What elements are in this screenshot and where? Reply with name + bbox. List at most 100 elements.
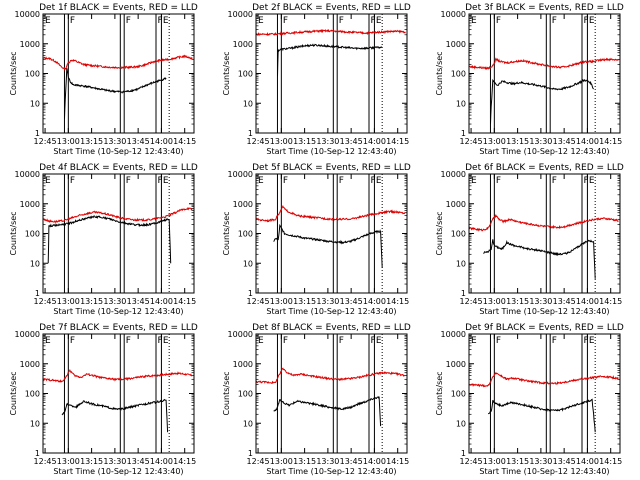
series-line-events [61, 398, 169, 433]
plot-frame [42, 173, 195, 294]
x-tick-label: 13:00 [270, 457, 293, 466]
time-markers [63, 14, 170, 133]
y-tick-label: 1 [461, 449, 466, 458]
x-tick-label: 12:45 [460, 297, 483, 306]
plot-frame [42, 13, 195, 134]
x-tick-label: 13:15 [506, 137, 529, 146]
y-tick-label: 10 [243, 419, 253, 428]
marker-flag-label: E [376, 176, 382, 186]
plot-frame [468, 333, 621, 454]
x-tick-label: 12:45 [34, 297, 57, 306]
marker-flag-label: E [589, 336, 595, 346]
data-series [256, 204, 406, 268]
y-tick-label: 1 [248, 129, 253, 138]
series-line-events [490, 78, 594, 125]
x-tick-label: 13:00 [57, 457, 80, 466]
x-tick-label: 13:30 [529, 137, 552, 146]
y-tick-label: 10000 [15, 10, 40, 19]
y-axis-label: Counts/sec [222, 211, 231, 255]
x-tick-label: 13:45 [127, 297, 150, 306]
x-tick-label: 14:15 [386, 137, 409, 146]
y-tick-label: 1 [35, 449, 40, 458]
y-tick-label: 10 [456, 419, 466, 428]
x-tick-label: 14:00 [576, 457, 599, 466]
marker-flag-label: E [163, 336, 169, 346]
series-line-lld [43, 206, 193, 223]
x-tick-label: 12:45 [247, 297, 270, 306]
plot-frame [42, 333, 195, 454]
marker-flag-label: E [163, 16, 169, 26]
y-axis-label: Counts/sec [222, 371, 231, 415]
x-tick-label: 13:00 [270, 297, 293, 306]
series-line-lld [256, 28, 406, 37]
marker-flag-label: F [496, 16, 501, 26]
y-tick-label: 10000 [228, 170, 253, 179]
y-tick-label: 10000 [228, 10, 253, 19]
x-tick-label: 12:45 [34, 137, 57, 146]
x-tick-label: 14:15 [173, 457, 196, 466]
marker-flag-label: F [157, 16, 162, 26]
x-tick-label: 13:00 [57, 297, 80, 306]
chart-title: Det 2f BLACK = Events, RED = LLD [252, 3, 411, 13]
data-series [469, 213, 619, 279]
y-tick-label: 100 [238, 390, 253, 399]
y-axis-label: Counts/sec [9, 211, 18, 255]
x-axis-label: Start Time (10-Sep-12 12:43:40) [266, 307, 396, 316]
plot-frame [468, 13, 621, 134]
marker-flag-label: F [339, 336, 344, 346]
series-line-lld [256, 367, 406, 385]
x-tick-label: 13:30 [316, 457, 339, 466]
x-tick-label: 14:15 [599, 297, 622, 306]
time-markers [489, 14, 596, 133]
x-axis-label: Start Time (10-Sep-12 12:43:40) [479, 467, 609, 476]
series-line-events [273, 396, 382, 427]
y-tick-label: 100 [451, 390, 466, 399]
x-tick-label: 13:00 [57, 137, 80, 146]
plot-frame [255, 13, 408, 134]
series-line-lld [469, 213, 619, 232]
chart-title: Det 6f BLACK = Events, RED = LLD [465, 163, 624, 173]
x-tick-label: 14:00 [576, 137, 599, 146]
x-tick-label: 13:30 [103, 137, 126, 146]
marker-flag-label: E [258, 16, 264, 26]
chart-panel-1f: Det 1f BLACK = Events, RED = LLD 1 10 100 10… [9, 3, 198, 156]
marker-flag-label: E [258, 176, 264, 186]
marker-flag-label: E [376, 16, 382, 26]
y-axis-label: Counts/sec [9, 51, 18, 95]
marker-flag-label: F [157, 336, 162, 346]
x-tick-label: 14:00 [363, 297, 386, 306]
x-tick-label: 13:15 [506, 297, 529, 306]
y-tick-label: 1000 [446, 40, 466, 49]
x-tick-label: 13:30 [316, 297, 339, 306]
marker-flag-label: F [70, 176, 75, 186]
x-tick-label: 12:45 [247, 137, 270, 146]
chart-panel-7f: Det 7f BLACK = Events, RED = LLD 1 10 100 10… [9, 323, 198, 476]
data-series [256, 367, 406, 427]
series-line-lld [43, 369, 193, 383]
marker-flag-label: F [339, 176, 344, 186]
chart-title: Det 7f BLACK = Events, RED = LLD [39, 323, 198, 333]
y-tick-label: 10 [456, 259, 466, 268]
chart-title: Det 5f BLACK = Events, RED = LLD [252, 163, 411, 173]
y-tick-label: 1000 [446, 360, 466, 369]
x-axis-label: Start Time (10-Sep-12 12:43:40) [266, 147, 396, 156]
series-line-events [483, 239, 596, 279]
marker-flag-label: F [370, 336, 375, 346]
marker-flag-label: F [583, 336, 588, 346]
x-tick-label: 14:00 [150, 137, 173, 146]
y-axis-label: Counts/sec [9, 371, 18, 415]
x-tick-label: 13:30 [529, 457, 552, 466]
x-tick-label: 14:00 [150, 457, 173, 466]
marker-flag-label: F [583, 176, 588, 186]
y-tick-label: 100 [25, 70, 40, 79]
x-tick-label: 14:15 [599, 137, 622, 146]
y-axis-label: Counts/sec [435, 51, 444, 95]
x-tick-label: 14:00 [363, 137, 386, 146]
chart-panel-5f: Det 5f BLACK = Events, RED = LLD 1 10 100 10… [222, 163, 411, 316]
marker-flag-label: F [70, 16, 75, 26]
y-tick-label: 1 [35, 289, 40, 298]
x-axis-label: Start Time (10-Sep-12 12:43:40) [53, 147, 183, 156]
series-line-events [277, 43, 383, 77]
x-tick-label: 14:00 [576, 297, 599, 306]
chart-panel-8f: Det 8f BLACK = Events, RED = LLD 1 10 100 10… [222, 323, 411, 476]
